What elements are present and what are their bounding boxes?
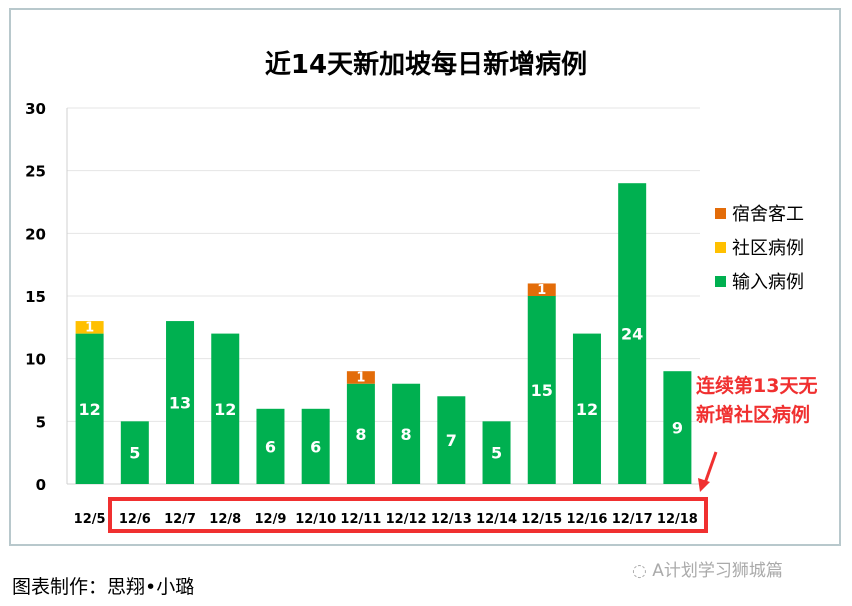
bar-12/12 bbox=[392, 383, 421, 484]
wechat-icon: ◌ bbox=[632, 561, 653, 581]
bar-12/13 bbox=[437, 396, 466, 484]
data-label: 6 bbox=[310, 437, 321, 456]
y-tick-label: 10 bbox=[25, 351, 46, 369]
data-label: 1 bbox=[537, 283, 546, 298]
y-tick-label: 15 bbox=[25, 288, 46, 306]
data-label: 12 bbox=[214, 400, 236, 419]
bar-12/15 bbox=[527, 283, 556, 296]
legend-label: 输入病例 bbox=[732, 272, 804, 293]
data-label: 5 bbox=[129, 444, 140, 463]
data-label: 7 bbox=[446, 431, 457, 450]
chart-frame bbox=[9, 8, 841, 546]
y-tick-label: 0 bbox=[36, 476, 46, 494]
bar-12/14 bbox=[482, 421, 511, 484]
annotation: 连续第13天无 新增社区病例 bbox=[696, 372, 817, 430]
x-tick-label: 12/12 bbox=[386, 512, 427, 527]
x-tick-label: 12/15 bbox=[521, 512, 562, 527]
data-label: 1 bbox=[356, 371, 365, 386]
bar-12/15 bbox=[527, 296, 556, 484]
data-label: 15 bbox=[531, 381, 553, 400]
bar-12/5 bbox=[75, 321, 104, 334]
x-tick-label: 12/8 bbox=[209, 512, 241, 527]
bar-12/16 bbox=[572, 333, 601, 484]
data-label: 24 bbox=[621, 325, 643, 344]
x-tick-label: 12/10 bbox=[295, 512, 336, 527]
x-tick-label: 12/7 bbox=[164, 512, 196, 527]
annotation-line-2: 新增社区病例 bbox=[696, 404, 811, 426]
data-label: 13 bbox=[169, 394, 191, 413]
data-label: 6 bbox=[265, 437, 276, 456]
x-tick-label: 12/6 bbox=[119, 512, 151, 527]
legend-swatch bbox=[715, 242, 726, 253]
bar-12/11 bbox=[346, 383, 375, 484]
annotation-line-1: 连续第13天无 bbox=[696, 375, 818, 397]
legend-swatch bbox=[715, 276, 726, 287]
x-tick-label: 12/16 bbox=[566, 512, 607, 527]
x-tick-label: 12/18 bbox=[657, 512, 698, 527]
bar-12/6 bbox=[120, 421, 149, 484]
bar-12/5 bbox=[75, 333, 104, 484]
x-tick-label: 12/9 bbox=[255, 512, 287, 527]
arrow-head bbox=[698, 478, 710, 492]
watermark: ◌ A计划学习狮城篇 bbox=[632, 556, 783, 581]
data-label: 5 bbox=[491, 444, 502, 463]
legend-label: 社区病例 bbox=[732, 238, 804, 259]
chart-title: 近14天新加坡每日新增病例 bbox=[265, 49, 587, 80]
highlight-box bbox=[108, 497, 708, 533]
legend-swatch bbox=[715, 208, 726, 219]
x-tick-label: 12/11 bbox=[340, 512, 381, 527]
x-tick-label: 12/14 bbox=[476, 512, 517, 527]
bar-12/18 bbox=[663, 371, 692, 484]
data-label: 12 bbox=[78, 400, 100, 419]
data-label: 1 bbox=[85, 321, 94, 336]
bar-12/7 bbox=[166, 321, 195, 484]
bar-12/17 bbox=[618, 183, 647, 484]
bar-12/8 bbox=[211, 333, 240, 484]
watermark-text: A计划学习狮城篇 bbox=[652, 561, 783, 581]
y-tick-label: 25 bbox=[25, 163, 46, 181]
bar-12/9 bbox=[256, 408, 285, 484]
data-label: 8 bbox=[355, 425, 366, 444]
data-label: 9 bbox=[672, 419, 683, 438]
chart-credit: 图表制作：思翔•小璐 bbox=[12, 576, 195, 598]
x-tick-label: 12/5 bbox=[74, 512, 106, 527]
arrow-line bbox=[702, 451, 718, 487]
y-tick-label: 30 bbox=[25, 100, 46, 118]
bar-12/10 bbox=[301, 408, 330, 484]
y-tick-label: 5 bbox=[36, 413, 46, 431]
data-label: 12 bbox=[576, 400, 598, 419]
x-tick-label: 12/13 bbox=[431, 512, 472, 527]
data-label: 8 bbox=[401, 425, 412, 444]
y-tick-label: 20 bbox=[25, 225, 46, 243]
x-tick-label: 12/17 bbox=[612, 512, 653, 527]
legend-label: 宿舍客工 bbox=[732, 204, 804, 225]
bar-12/11 bbox=[346, 371, 375, 384]
